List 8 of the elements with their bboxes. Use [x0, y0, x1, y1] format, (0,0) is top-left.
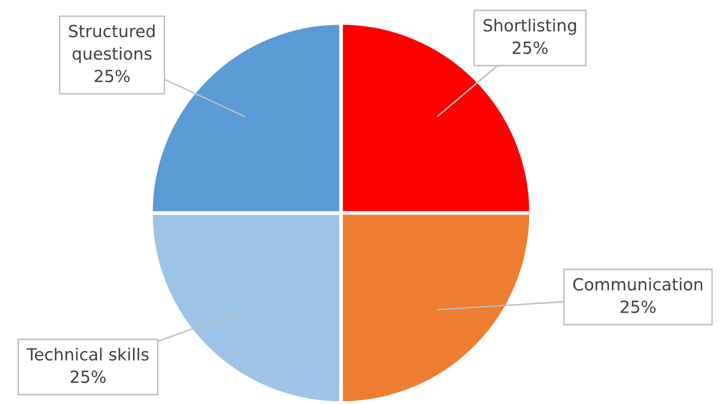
slice-label: Shortlisting: [484, 18, 576, 35]
data-label: 25%: [94, 70, 130, 82]
data-label: 25%: [620, 300, 656, 314]
slice-label: Communication: [573, 278, 702, 291]
data-label: 25%: [512, 41, 548, 54]
data-label: 25%: [70, 370, 106, 384]
slice-label: Technical skills: [26, 348, 149, 361]
slice-label: Structured questions: [69, 24, 155, 64]
